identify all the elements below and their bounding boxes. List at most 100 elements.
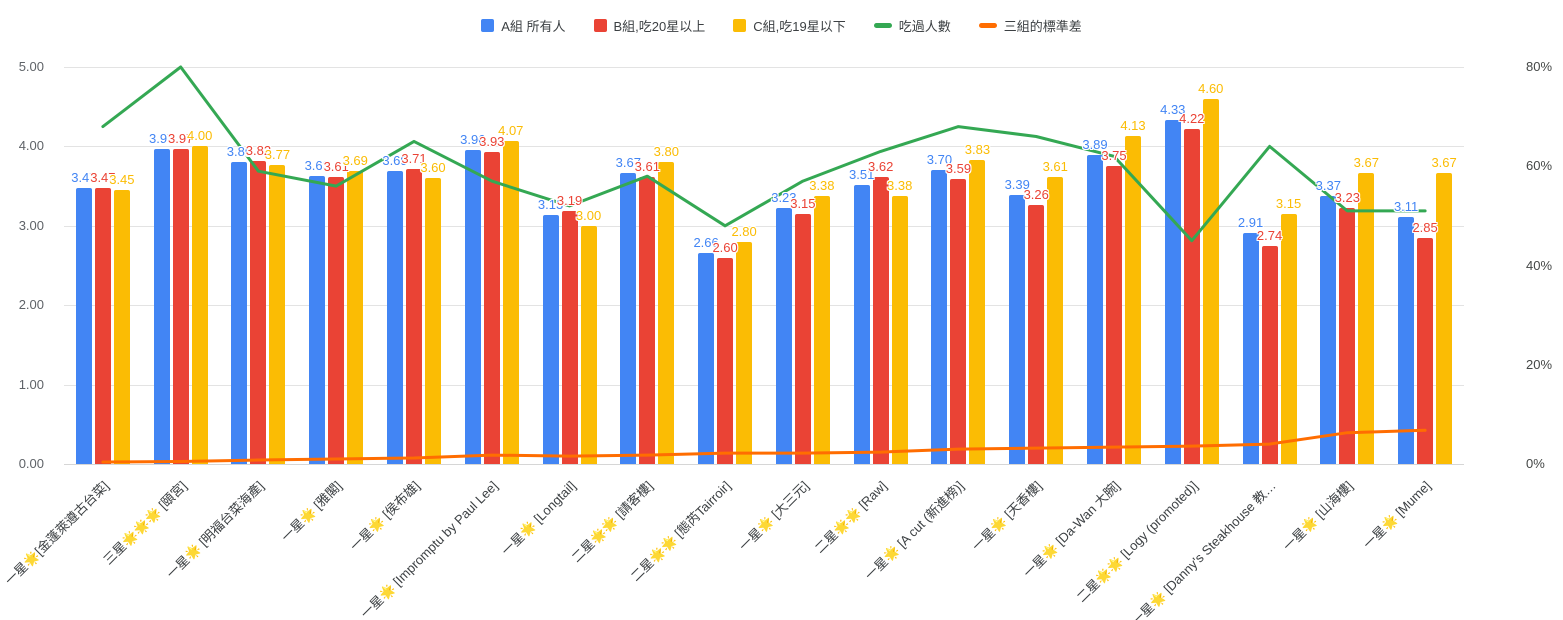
bar-series-2-cat-2[interactable]: [269, 164, 286, 464]
bar-series-2-cat-11[interactable]: [969, 159, 986, 464]
bar-value-label: 3.51: [849, 167, 875, 183]
bar-value-label: 2.85: [1412, 219, 1438, 235]
line-series-三組的標準差: [101, 428, 1427, 464]
bar-series-2-cat-16[interactable]: [1358, 172, 1375, 464]
bar-value-label: 3.70: [926, 152, 953, 168]
bar-series-0-cat-7[interactable]: [620, 172, 637, 464]
chart-legend: A組 所有人 B組,吃20星以上 C組,吃19星以下 吃過人數 三組的標準差: [0, 16, 1563, 35]
bar-value-label: 4.07: [498, 122, 524, 138]
bar-value-label: 4.13: [1120, 118, 1146, 134]
bar-series-1-cat-3[interactable]: [328, 177, 345, 464]
bar-series-0-cat-6[interactable]: [542, 215, 559, 464]
bar-series-2-cat-10[interactable]: [891, 195, 908, 464]
bar-value-label: 3.67: [1353, 154, 1379, 170]
legend-item-series-3[interactable]: 吃過人數: [873, 16, 951, 35]
left-axis-tick: 3.00: [18, 217, 44, 233]
bar-series-0-cat-15[interactable]: [1242, 232, 1259, 464]
bar-series-1-cat-11[interactable]: [950, 178, 967, 464]
bar-series-1-cat-2[interactable]: [250, 160, 267, 464]
bar-series-1-cat-7[interactable]: [639, 177, 656, 464]
bar-series-2-cat-15[interactable]: [1280, 213, 1297, 464]
bar-value-label: 3.38: [887, 177, 913, 193]
left-axis-tick: 0.00: [18, 456, 44, 471]
bar-series-1-cat-16[interactable]: [1339, 207, 1356, 464]
bar-value-label: 3.80: [653, 144, 679, 160]
bar-series-1-cat-10[interactable]: [872, 176, 889, 464]
bar-series-1-cat-0[interactable]: [94, 188, 111, 464]
bar-value-label: 3.59: [945, 160, 972, 176]
bar-series-0-cat-16[interactable]: [1320, 196, 1337, 464]
bar-value-label: 3.96: [460, 131, 486, 147]
bar-series-0-cat-2[interactable]: [231, 162, 248, 464]
bar-series-1-cat-12[interactable]: [1028, 205, 1045, 464]
bar-value-label: 3.77: [264, 146, 291, 162]
bar-value-label: 3.89: [1082, 137, 1108, 153]
bar-value-label: 3.69: [342, 153, 368, 168]
bar-series-2-cat-17[interactable]: [1436, 172, 1453, 464]
bar-series-0-cat-8[interactable]: [698, 252, 715, 464]
bar-series-1-cat-1[interactable]: [172, 148, 189, 464]
bar-series-1-cat-15[interactable]: [1261, 246, 1278, 464]
bar-value-label: 3.61: [323, 159, 349, 175]
bar-series-2-cat-8[interactable]: [736, 241, 753, 464]
bar-value-label: 3.61: [1042, 159, 1068, 175]
bar-series-1-cat-17[interactable]: [1417, 237, 1434, 464]
bar-series-0-cat-14[interactable]: [1164, 120, 1181, 464]
legend-swatch-icon: [593, 19, 607, 32]
legend-line-icon: [978, 23, 997, 28]
bar-series-2-cat-7[interactable]: [658, 162, 675, 464]
bar-value-label: 2.60: [712, 239, 738, 255]
bar-series-0-cat-10[interactable]: [853, 185, 870, 464]
legend-item-series-0[interactable]: A組 所有人: [481, 16, 566, 35]
bar-series-0-cat-9[interactable]: [775, 207, 792, 464]
left-axis-tick: 4.00: [18, 138, 44, 154]
bar-series-2-cat-13[interactable]: [1125, 136, 1141, 464]
bar-series-0-cat-0[interactable]: [75, 188, 92, 464]
bar-series-2-cat-14[interactable]: [1202, 98, 1219, 464]
legend-item-series-4[interactable]: 三組的標準差: [978, 16, 1082, 35]
bar-series-0-cat-12[interactable]: [1009, 194, 1026, 464]
bar-value-label: 3.97: [149, 130, 175, 146]
bar-series-1-cat-6[interactable]: [561, 210, 578, 464]
bar-series-1-cat-4[interactable]: [406, 169, 422, 464]
bar-series-1-cat-5[interactable]: [483, 151, 500, 464]
bar-series-2-cat-9[interactable]: [813, 195, 830, 464]
bar-value-label: 3.61: [634, 159, 660, 175]
legend-item-series-2[interactable]: C組,吃19星以下: [733, 16, 846, 35]
legend-item-series-1[interactable]: B組,吃20星以上: [593, 16, 705, 35]
bar-value-label: 3.19: [556, 192, 583, 208]
legend-label: A組 所有人: [501, 19, 566, 34]
bar-series-1-cat-13[interactable]: [1106, 166, 1122, 464]
bar-value-label: 3.93: [479, 133, 505, 149]
bar-series-2-cat-4[interactable]: [425, 178, 441, 464]
bar-series-0-cat-4[interactable]: [387, 171, 403, 464]
bar-series-1-cat-9[interactable]: [794, 213, 811, 464]
bar-value-label: 3.47: [90, 170, 116, 186]
bar-series-2-cat-5[interactable]: [502, 140, 519, 464]
bar-value-label: 3.39: [1004, 176, 1030, 192]
bar-series-0-cat-3[interactable]: [309, 175, 326, 464]
bar-series-2-cat-3[interactable]: [347, 171, 364, 464]
right-axis-tick: 60%: [1526, 158, 1553, 174]
bar-value-label: 4.33: [1160, 102, 1186, 118]
bar-series-0-cat-17[interactable]: [1398, 217, 1415, 464]
bar-series-2-cat-6[interactable]: [580, 225, 597, 464]
bar-series-0-cat-1[interactable]: [153, 148, 170, 464]
bar-series-2-cat-1[interactable]: [191, 146, 208, 464]
bar-value-label: 4.00: [187, 128, 213, 144]
bar-series-2-cat-12[interactable]: [1047, 177, 1064, 464]
bar-value-label: 3.47: [71, 170, 97, 186]
bar-series-1-cat-14[interactable]: [1183, 128, 1200, 464]
legend-line-icon: [873, 23, 892, 28]
legend-label: 吃過人數: [898, 19, 951, 34]
bar-series-1-cat-8[interactable]: [717, 257, 734, 464]
bar-series-0-cat-13[interactable]: [1087, 155, 1103, 464]
bar-series-0-cat-5[interactable]: [464, 149, 481, 464]
right-axis-tick: 80%: [1526, 59, 1553, 74]
bar-value-label: 3.83: [964, 141, 991, 157]
bar-series-2-cat-0[interactable]: [113, 190, 130, 464]
bar-value-label: 3.67: [1431, 154, 1457, 170]
bar-value-label: 3.67: [615, 154, 641, 170]
bar-value-label: 3.69: [382, 153, 408, 168]
bar-series-0-cat-11[interactable]: [931, 170, 948, 464]
